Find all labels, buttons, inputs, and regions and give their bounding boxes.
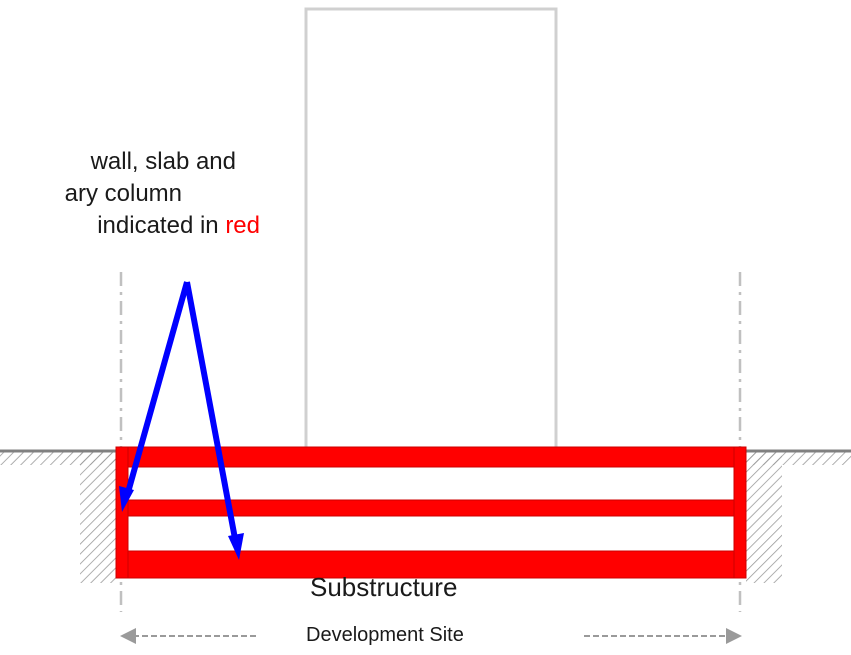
pointer-arrows: [119, 281, 244, 560]
red-elements-annotation: wall, slab and ary column indicated in r…: [0, 146, 260, 242]
superstructure-outline: [304, 7, 558, 453]
ground-hatch-left: [0, 449, 116, 583]
pointer-arrow-wall: [124, 281, 190, 497]
annotation-red-word: red: [225, 212, 260, 239]
annotation-line-3: indicated in red: [0, 210, 260, 242]
right-wall: [733, 446, 747, 579]
bottom-slab: [115, 550, 747, 579]
top-slab: [115, 446, 747, 468]
substructure-label: Substructure: [310, 572, 458, 602]
middle-slab: [115, 499, 747, 517]
pointer-arrow-slab: [184, 281, 239, 545]
substructure-red-box: [115, 446, 747, 579]
annotation-line-1: wall, slab and: [90, 148, 236, 175]
annotation-line-3-prefix: indicated in: [97, 212, 219, 239]
left-wall: [115, 446, 129, 579]
development-site-label: Development Site: [306, 624, 464, 646]
annotation-line-2: ary column: [64, 180, 182, 207]
ground-hatch-right: [746, 449, 851, 583]
